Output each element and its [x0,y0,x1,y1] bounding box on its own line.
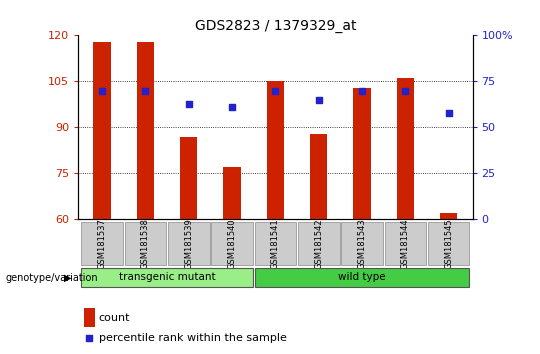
Title: GDS2823 / 1379329_at: GDS2823 / 1379329_at [194,19,356,33]
Text: GSM181539: GSM181539 [184,218,193,269]
Bar [341,222,383,265]
Text: transgenic mutant: transgenic mutant [119,273,215,282]
Text: percentile rank within the sample: percentile rank within the sample [99,333,287,343]
Bar [211,222,253,265]
Bar [428,222,469,265]
Point [444,110,453,115]
Bar [125,222,166,265]
Bar [440,213,457,219]
Bar [224,167,241,219]
Bar [397,78,414,219]
Bar [254,268,469,287]
Text: genotype/variation: genotype/variation [5,273,98,283]
Text: count: count [99,313,130,322]
Bar [82,268,253,287]
Bar [384,222,426,265]
Text: GSM181538: GSM181538 [141,218,150,269]
Text: wild type: wild type [338,273,386,282]
Bar [254,222,296,265]
Point [401,88,410,93]
Text: GSM181542: GSM181542 [314,218,323,269]
Text: ▶: ▶ [64,273,71,283]
Bar [310,133,327,219]
Bar [137,41,154,219]
Point [85,335,93,341]
Bar [93,41,111,219]
Point [228,104,237,110]
Text: GSM181545: GSM181545 [444,218,453,269]
Text: GSM181541: GSM181541 [271,218,280,269]
Point [185,101,193,106]
Text: GSM181543: GSM181543 [357,218,367,269]
Bar [82,222,123,265]
Bar [168,222,210,265]
Bar [267,81,284,219]
Bar [180,137,198,219]
Text: GSM181544: GSM181544 [401,218,410,269]
Point [98,88,106,93]
Text: GSM181537: GSM181537 [98,218,106,269]
Text: GSM181540: GSM181540 [227,218,237,269]
Bar [353,87,370,219]
Bar [298,222,340,265]
Point [141,88,150,93]
Point [314,97,323,103]
Point [357,88,366,93]
Point [271,88,280,93]
